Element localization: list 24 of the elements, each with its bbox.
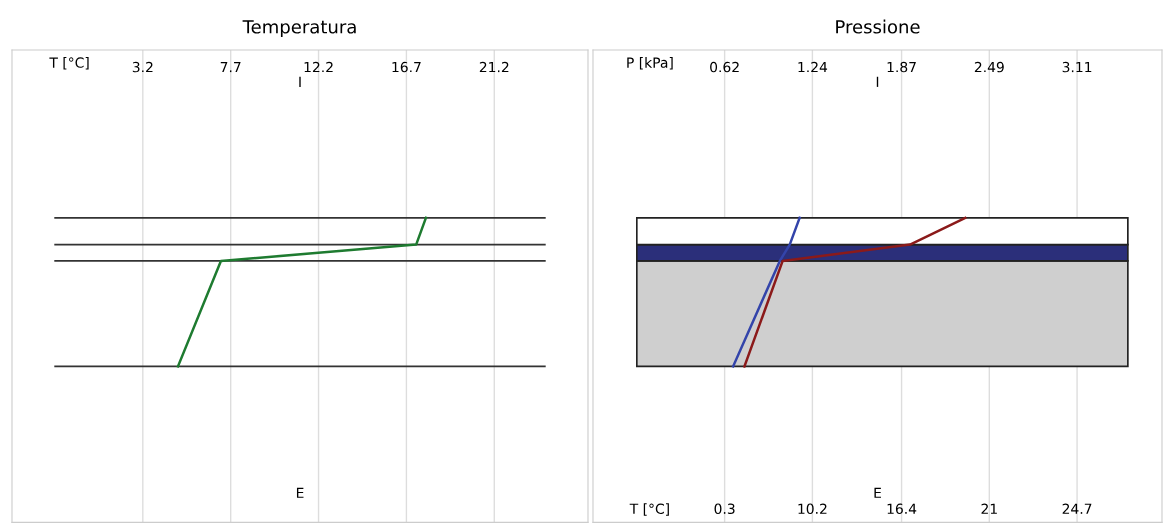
x-tick-label: 16.7 [392, 61, 421, 73]
text: E [296, 487, 304, 498]
text: 16.4 [887, 503, 917, 515]
x-axis-title: T [°C] [49, 57, 89, 70]
chart-title: Pressione [836, 19, 920, 34]
text: 10.2 [798, 503, 827, 515]
x-tick-label: 21.2 [479, 61, 509, 73]
text: 21 [981, 503, 997, 514]
x-tick-label: 1.87 [887, 61, 916, 73]
text: 24.7 [1062, 503, 1092, 514]
x-tick-label: 1.24 [798, 61, 828, 73]
x-tick-label: 2.49 [974, 61, 1004, 73]
x-tick-label: 3.2 [132, 61, 153, 73]
text: E [874, 487, 881, 498]
chart-title: Temperatura [242, 20, 356, 38]
x-axis-title: P [kPa] [627, 57, 673, 70]
text: I [876, 76, 879, 87]
x-tick-label: 12.2 [304, 61, 333, 73]
text: T [°C] [629, 503, 669, 516]
text: I [299, 76, 301, 87]
text: 0.3 [714, 503, 735, 515]
x-tick-label: 0.62 [710, 61, 739, 73]
x-tick-label: 3.11 [1062, 61, 1092, 73]
x-tick-label: 7.7 [220, 61, 241, 73]
